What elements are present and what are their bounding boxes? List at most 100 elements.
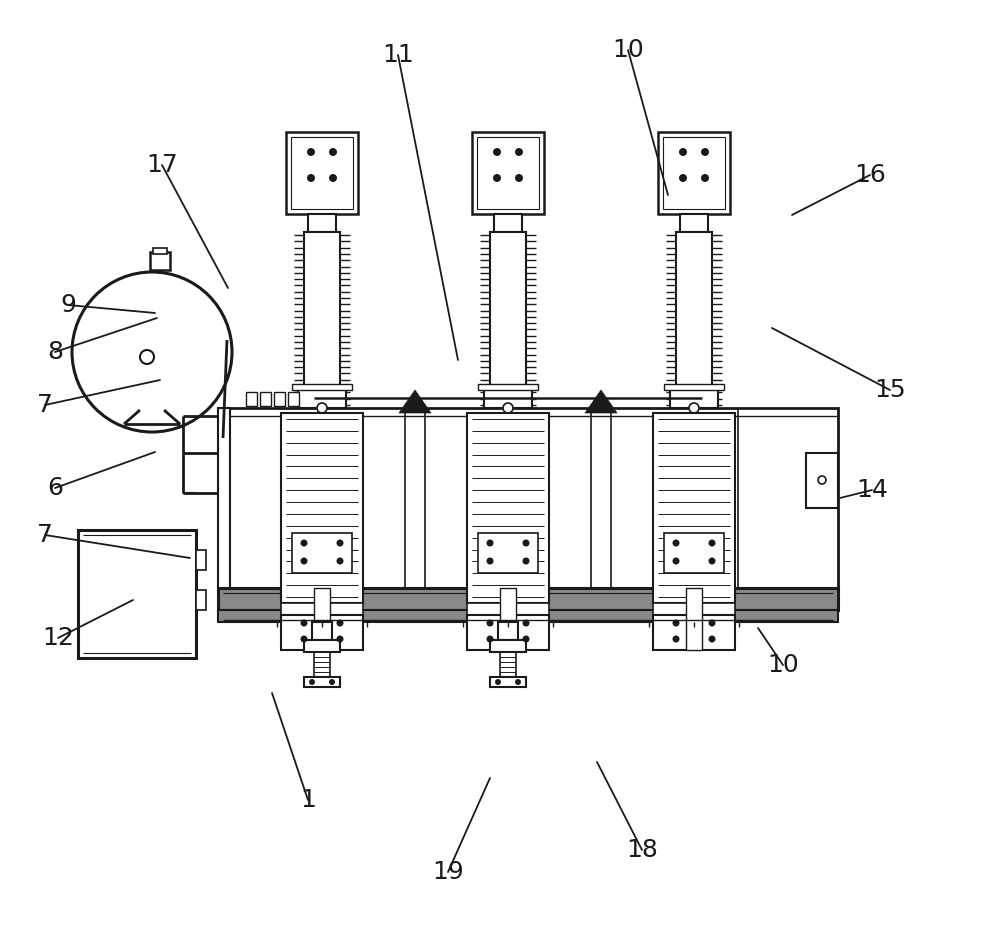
Text: 6: 6 xyxy=(47,476,63,500)
Bar xyxy=(477,137,539,209)
Bar xyxy=(281,413,363,603)
Bar xyxy=(153,248,167,254)
Bar xyxy=(490,677,526,687)
Bar xyxy=(291,137,353,209)
Bar xyxy=(676,232,712,408)
Circle shape xyxy=(818,476,826,484)
Circle shape xyxy=(679,174,687,182)
Text: 10: 10 xyxy=(612,38,644,62)
Bar xyxy=(500,588,516,650)
Bar xyxy=(308,214,336,232)
Bar xyxy=(304,640,340,652)
Bar xyxy=(78,530,196,658)
Circle shape xyxy=(689,403,699,413)
Bar xyxy=(467,615,549,650)
Circle shape xyxy=(708,635,716,643)
Text: 7: 7 xyxy=(37,393,53,417)
Text: 12: 12 xyxy=(42,626,74,650)
Text: 9: 9 xyxy=(60,293,76,317)
Bar xyxy=(314,652,330,677)
Bar xyxy=(304,677,340,687)
Bar xyxy=(658,132,730,214)
Bar xyxy=(218,408,838,588)
Circle shape xyxy=(329,148,337,156)
Circle shape xyxy=(72,272,232,432)
Circle shape xyxy=(493,174,501,182)
Bar xyxy=(246,392,257,406)
Bar xyxy=(490,640,526,652)
Bar xyxy=(664,384,724,390)
Circle shape xyxy=(140,350,154,364)
Circle shape xyxy=(708,539,716,547)
Bar xyxy=(478,384,538,390)
Bar xyxy=(478,533,538,573)
Circle shape xyxy=(493,148,501,156)
Bar xyxy=(484,388,532,408)
Circle shape xyxy=(300,620,308,626)
Bar xyxy=(281,603,363,615)
Bar xyxy=(312,622,332,640)
Circle shape xyxy=(495,679,501,685)
Text: 19: 19 xyxy=(432,860,464,884)
Circle shape xyxy=(336,635,344,643)
Bar xyxy=(281,615,363,650)
Circle shape xyxy=(672,635,680,643)
Circle shape xyxy=(679,148,687,156)
Bar xyxy=(680,214,708,232)
Bar xyxy=(467,603,549,615)
Circle shape xyxy=(336,558,344,564)
Circle shape xyxy=(708,558,716,564)
Bar xyxy=(274,392,285,406)
Bar xyxy=(292,384,352,390)
Circle shape xyxy=(522,620,530,626)
Circle shape xyxy=(672,620,680,626)
Bar xyxy=(500,652,516,677)
Bar xyxy=(260,392,271,406)
Text: 17: 17 xyxy=(146,153,178,177)
Text: 8: 8 xyxy=(47,340,63,364)
Circle shape xyxy=(522,539,530,547)
Circle shape xyxy=(515,174,523,182)
Bar xyxy=(150,252,170,270)
Text: 18: 18 xyxy=(626,838,658,862)
Bar xyxy=(218,588,838,610)
Circle shape xyxy=(329,679,335,685)
Bar xyxy=(663,137,725,209)
Circle shape xyxy=(307,148,315,156)
Circle shape xyxy=(503,403,513,413)
Text: 16: 16 xyxy=(854,163,886,187)
Circle shape xyxy=(515,679,521,685)
Circle shape xyxy=(701,148,709,156)
Text: 1: 1 xyxy=(300,788,316,812)
Bar xyxy=(653,615,735,650)
Polygon shape xyxy=(399,390,431,413)
Bar xyxy=(304,232,340,408)
Circle shape xyxy=(522,635,530,643)
Text: 7: 7 xyxy=(37,523,53,547)
Bar xyxy=(494,214,522,232)
Circle shape xyxy=(307,174,315,182)
Bar xyxy=(196,550,206,570)
Bar xyxy=(286,132,358,214)
Circle shape xyxy=(317,403,327,413)
Bar xyxy=(472,132,544,214)
Circle shape xyxy=(701,174,709,182)
Circle shape xyxy=(708,620,716,626)
Circle shape xyxy=(522,558,530,564)
Circle shape xyxy=(515,148,523,156)
Circle shape xyxy=(486,539,494,547)
Circle shape xyxy=(486,558,494,564)
Circle shape xyxy=(336,620,344,626)
Bar xyxy=(686,588,702,650)
Circle shape xyxy=(329,174,337,182)
Bar xyxy=(467,413,549,603)
Text: 14: 14 xyxy=(856,478,888,502)
Bar xyxy=(298,388,346,408)
Bar xyxy=(653,413,735,603)
Bar xyxy=(664,533,724,573)
Text: 10: 10 xyxy=(767,653,799,677)
Text: 11: 11 xyxy=(382,43,414,67)
Bar xyxy=(490,232,526,408)
Circle shape xyxy=(300,635,308,643)
Bar xyxy=(196,590,206,610)
